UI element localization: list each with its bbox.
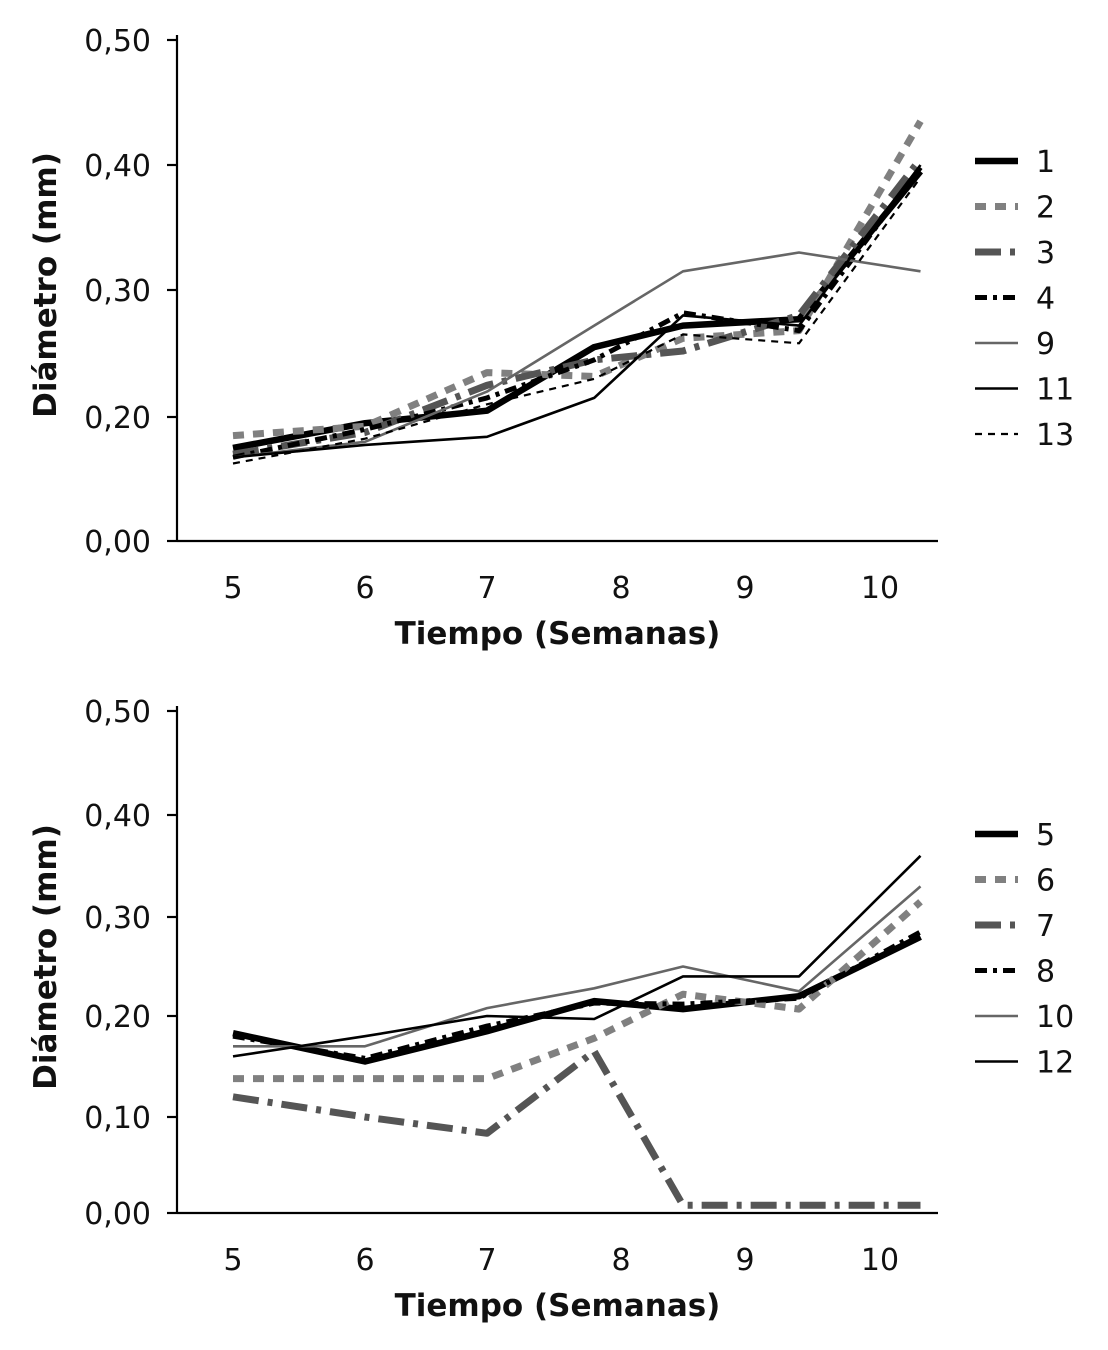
legend-label-11: 11 [1036, 373, 1074, 408]
legend-label-12: 12 [1036, 1046, 1074, 1081]
series-line-13 [232, 176, 922, 465]
x-axis-title: Tiempo (Semanas) [395, 616, 721, 652]
legend-label-10: 10 [1036, 1000, 1074, 1035]
x-tick-label: 7 [477, 1243, 496, 1278]
y-tick-label: 0,20 [84, 1000, 151, 1035]
x-tick-label: 6 [355, 571, 374, 606]
legend-label-5: 5 [1036, 818, 1055, 853]
y-tick-label: 0,50 [84, 695, 151, 730]
legend-label-9: 9 [1036, 327, 1055, 362]
legend-label-8: 8 [1036, 955, 1055, 990]
y-tick-label: 0,20 [84, 401, 151, 436]
series-line-3 [232, 156, 924, 458]
y-tick-label: 0,40 [84, 149, 151, 184]
legend-label-2: 2 [1036, 191, 1055, 226]
legend-label-6: 6 [1036, 864, 1055, 899]
series-line-11 [232, 164, 922, 459]
y-tick-label: 0,50 [84, 24, 151, 59]
x-tick-label: 5 [223, 571, 242, 606]
y-tick-label: 0,00 [84, 1197, 151, 1232]
x-tick-label: 8 [611, 1243, 630, 1278]
series-line-4 [232, 166, 923, 460]
series-line-7 [232, 1047, 921, 1209]
series-line-8 [232, 929, 922, 1061]
x-tick-label: 9 [735, 571, 754, 606]
y-axis-title: Diámetro (mm) [28, 152, 64, 418]
y-tick-label: 0,40 [84, 799, 151, 834]
chart-panel-2: 0,00 0,10 0,20 0,30 0,40 0,50 5 6 7 8 9 10 Tiempo (S… [28, 695, 1074, 1324]
legend-label-4: 4 [1036, 282, 1055, 317]
legend-label-7: 7 [1036, 909, 1055, 944]
x-tick-label: 6 [355, 1243, 374, 1278]
legend-label-1: 1 [1036, 145, 1055, 180]
x-tick-label: 5 [223, 1243, 242, 1278]
y-tick-label: 0,30 [84, 274, 151, 309]
series-line-1 [232, 169, 924, 452]
series-line-6 [233, 899, 923, 1083]
legend-label-13: 13 [1036, 418, 1074, 453]
x-tick-label: 8 [611, 571, 630, 606]
x-tick-label: 10 [861, 1243, 899, 1278]
x-tick-label: 7 [477, 571, 496, 606]
series-line-10 [233, 885, 922, 1048]
x-axis-title: Tiempo (Semanas) [395, 1288, 721, 1324]
series-line-12 [232, 854, 922, 1058]
y-tick-label: 0,30 [84, 901, 151, 936]
y-tick-label: 0,10 [84, 1101, 151, 1136]
series-line-9 [232, 251, 921, 459]
y-axis-title: Diámetro (mm) [28, 824, 64, 1090]
series-line-2 [232, 119, 924, 440]
chart-panel-1: 0,00 0,20 0,30 0,40 0,50 5 6 7 8 9 10 Tiempo (Seman… [28, 24, 1074, 652]
legend-label-3: 3 [1036, 236, 1055, 271]
x-tick-label: 9 [735, 1243, 754, 1278]
x-tick-label: 10 [861, 571, 899, 606]
y-tick-label: 0,00 [84, 525, 151, 560]
